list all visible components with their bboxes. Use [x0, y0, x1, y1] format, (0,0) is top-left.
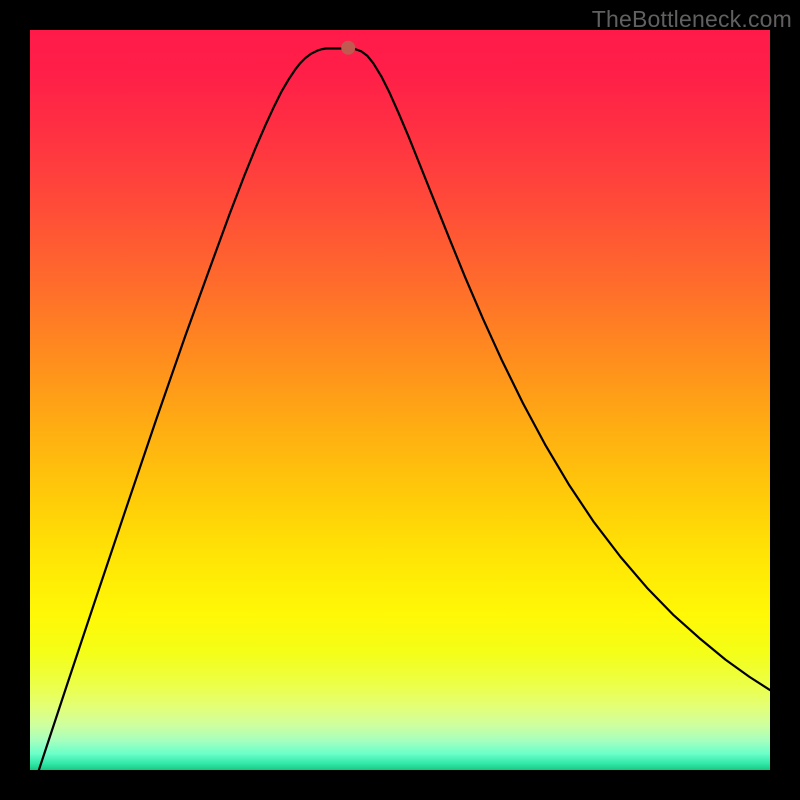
optimum-marker	[341, 41, 355, 55]
watermark-text: TheBottleneck.com	[592, 6, 792, 33]
chart-canvas: TheBottleneck.com	[0, 0, 800, 800]
chart-svg	[30, 30, 770, 770]
gradient-background	[30, 30, 770, 770]
plot-area	[30, 30, 770, 770]
